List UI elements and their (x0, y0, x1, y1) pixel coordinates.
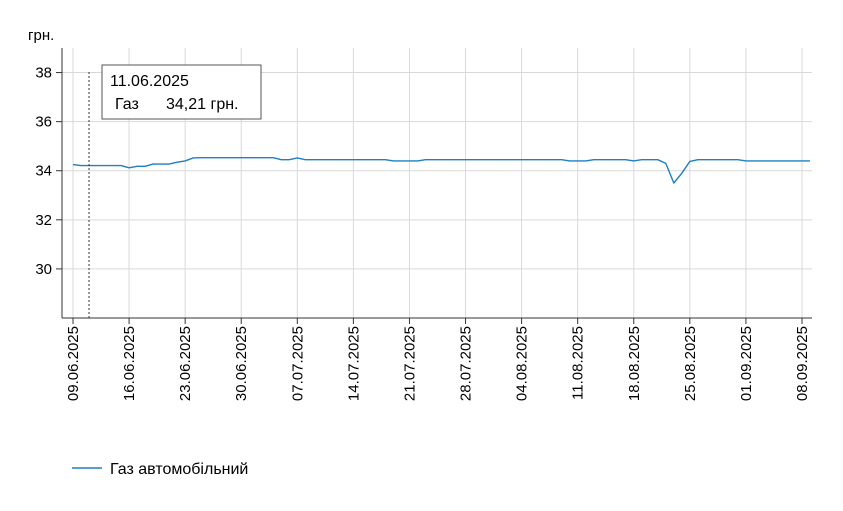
tooltip-date: 11.06.2025 (110, 73, 189, 90)
tooltip-series-name: Газ (115, 96, 139, 113)
y-tick-label: 32 (35, 212, 52, 229)
x-tick-label: 08.09.2025 (794, 326, 811, 401)
x-tick-label: 23.06.2025 (177, 326, 194, 401)
x-tick-label: 14.07.2025 (345, 326, 362, 401)
x-tick-label: 30.06.2025 (233, 326, 250, 401)
x-tick-label: 09.06.2025 (65, 326, 82, 401)
x-tick-label: 28.07.2025 (458, 326, 475, 401)
x-tick-label: 21.07.2025 (401, 326, 418, 401)
axes (61, 48, 812, 319)
x-tick-label: 07.07.2025 (289, 326, 306, 401)
y-tick-label: 38 (35, 65, 52, 82)
y-tick-label: 30 (35, 261, 52, 278)
legend[interactable]: Газ автомобільний (72, 461, 248, 478)
y-tick-label: 34 (35, 163, 52, 180)
tooltip-box (101, 64, 262, 120)
x-tick-label: 16.06.2025 (121, 326, 138, 401)
legend-label: Газ автомобільний (110, 461, 248, 478)
y-axis-unit-label: грн. (28, 27, 54, 44)
y-axis-ticks: 30 32 34 36 38 (35, 65, 62, 278)
gridlines (62, 48, 812, 318)
series-layer (72, 157, 810, 184)
series-line[interactable] (72, 157, 810, 184)
y-tick-label: 36 (35, 114, 52, 131)
x-tick-label: 25.08.2025 (682, 326, 699, 401)
hover-tooltip: 11.06.2025 Газ 34,21 грн. (101, 64, 262, 120)
x-tick-label: 18.08.2025 (626, 326, 643, 401)
x-tick-label: 04.08.2025 (514, 326, 531, 401)
tooltip-value: 34,21 грн. (166, 96, 239, 113)
x-tick-label: 01.09.2025 (738, 326, 755, 401)
x-tick-label: 11.08.2025 (570, 326, 587, 400)
x-axis-ticks: 09.06.2025 16.06.2025 23.06.2025 30.06.2025… (65, 318, 811, 401)
